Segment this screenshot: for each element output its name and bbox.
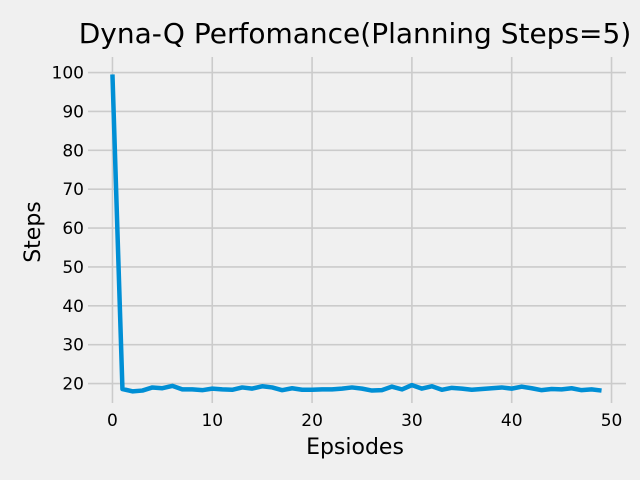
y-axis-ticks: 20 30 40 50 60 70 80 90 100: [52, 64, 84, 395]
x-axis-label: Epsiodes: [306, 435, 404, 460]
x-tick-label: 10: [201, 411, 223, 431]
y-tick-label: 80: [62, 141, 84, 161]
y-tick-label: 100: [52, 64, 84, 84]
y-tick-label: 70: [62, 180, 84, 200]
y-tick-label: 50: [62, 258, 84, 278]
grid-lines: [88, 57, 626, 403]
x-tick-label: 40: [501, 411, 523, 431]
y-tick-label: 90: [62, 102, 84, 122]
x-tick-label: 0: [107, 411, 118, 431]
y-tick-label: 20: [62, 375, 84, 395]
x-tick-label: 50: [601, 411, 623, 431]
x-axis-ticks: 0 10 20 30 40 50: [107, 411, 622, 431]
y-tick-label: 30: [62, 336, 84, 356]
y-tick-label: 60: [62, 219, 84, 239]
y-tick-label: 40: [62, 297, 84, 317]
x-tick-label: 30: [401, 411, 423, 431]
chart-title: Dyna-Q Perfomance(Planning Steps=5): [79, 17, 632, 50]
y-axis-label: Steps: [21, 201, 46, 263]
data-series: [110, 74, 602, 394]
series-line: [110, 74, 602, 394]
x-tick-label: 20: [301, 411, 323, 431]
